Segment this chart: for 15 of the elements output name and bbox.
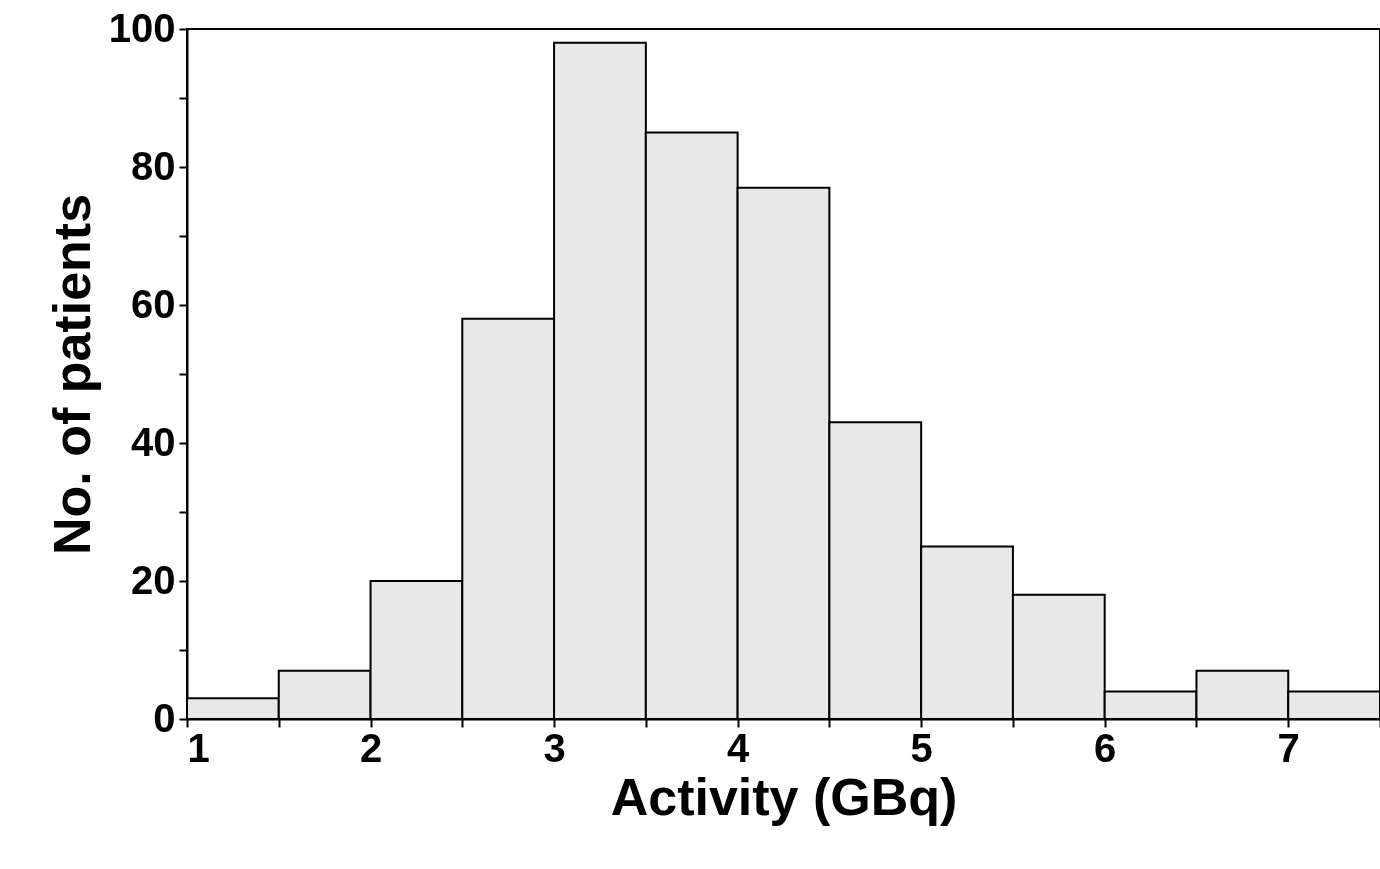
y-tick-label: 80 (131, 143, 176, 188)
x-tick-label: 7 (1277, 725, 1300, 770)
x-tick-label: 1 (187, 725, 210, 770)
x-tick-label: 2 (359, 725, 383, 770)
y-axis-title: No. of patients (42, 193, 101, 556)
x-axis-title: Activity (GBq) (610, 767, 958, 826)
y-tick-label: 20 (131, 557, 176, 602)
y-tick-label: 0 (153, 695, 176, 740)
x-tick-label: 3 (543, 725, 566, 770)
x-tick-label: 6 (1094, 725, 1117, 770)
x-tick-label: 4 (726, 725, 750, 770)
y-tick-label: 40 (131, 419, 176, 464)
y-tick-label: 100 (108, 5, 176, 50)
y-tick-label: 60 (131, 281, 176, 326)
x-tick-label: 5 (910, 725, 933, 770)
